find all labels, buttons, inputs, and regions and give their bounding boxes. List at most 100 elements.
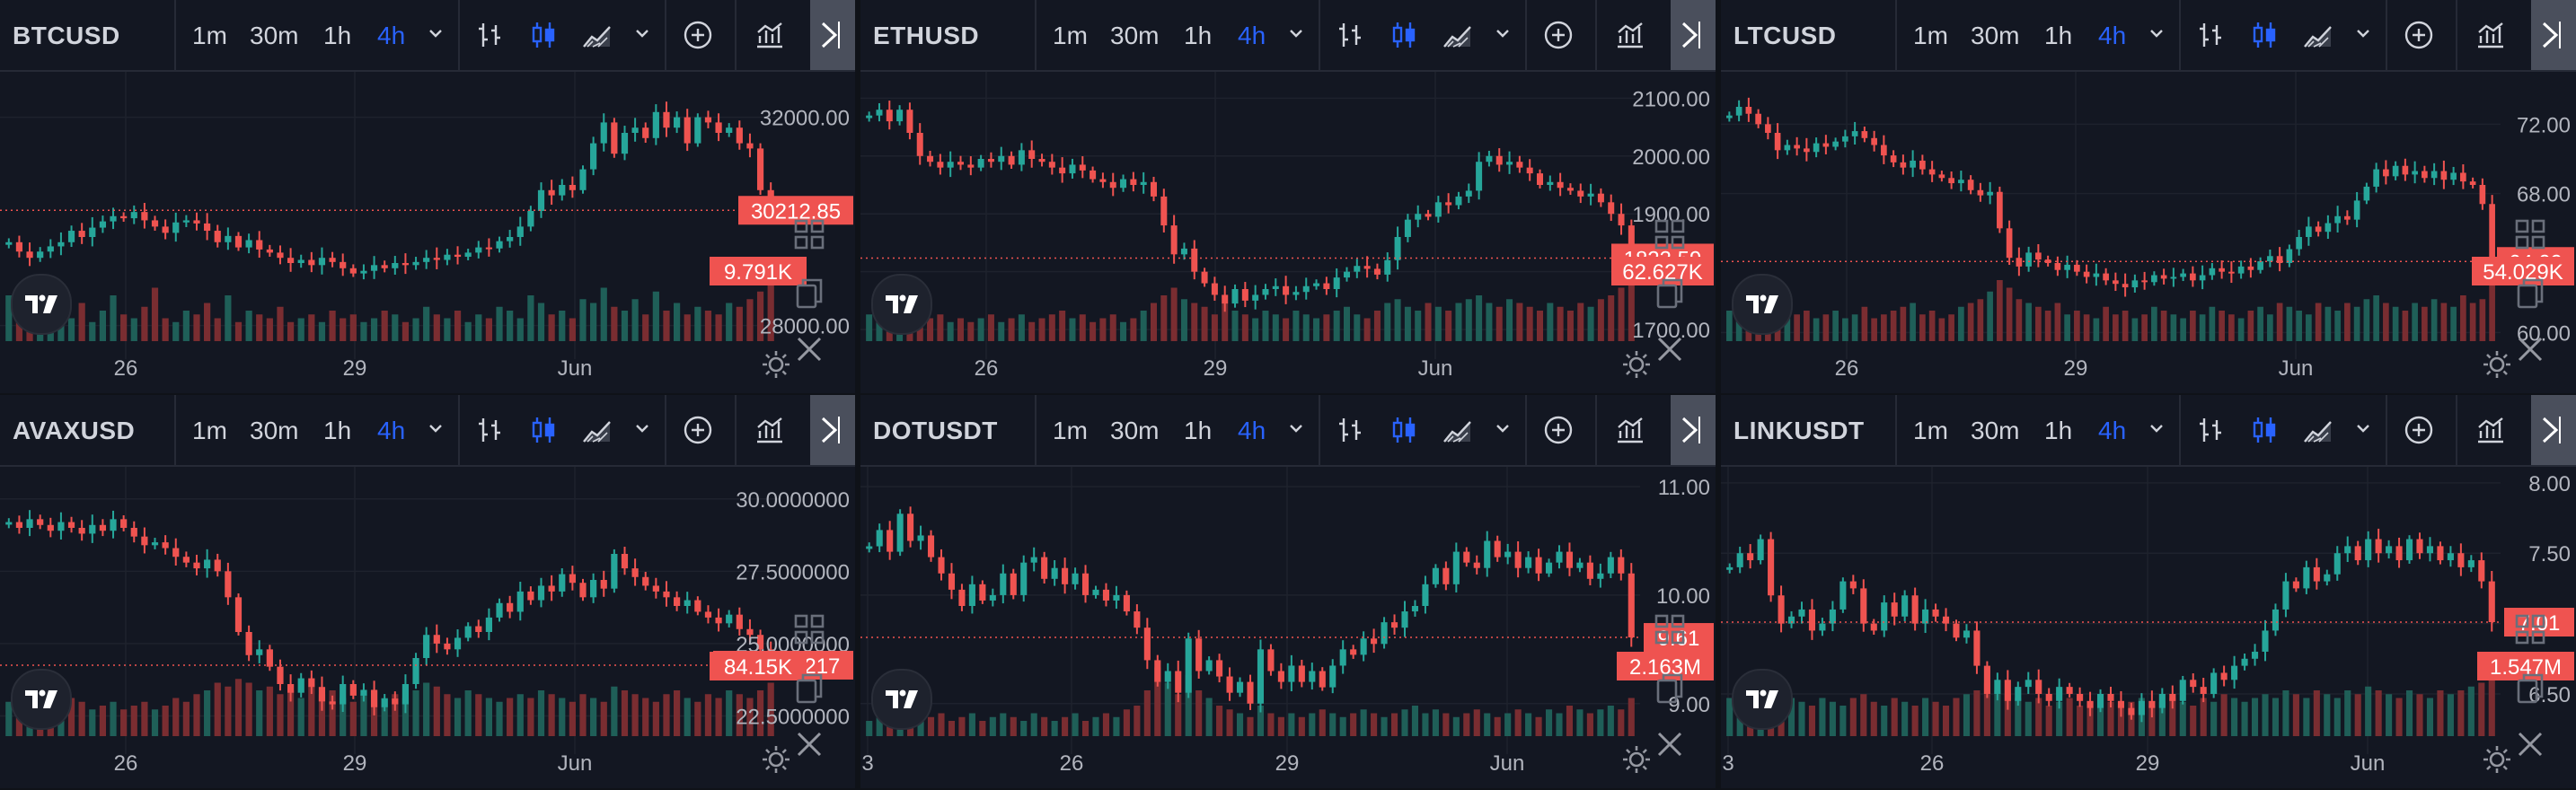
timeframe-1h[interactable]: 1h [2044,417,2073,444]
settings-gear-icon[interactable] [760,743,792,776]
timeframe-4h[interactable]: 4h [1238,417,1266,444]
timeframe-chevron-down-icon[interactable] [428,27,444,40]
bar-style-icon[interactable] [2195,20,2226,50]
fullscreen-button[interactable] [810,395,855,465]
timeframe-chevron-down-icon[interactable] [2148,422,2165,434]
timeframe-chevron-down-icon[interactable] [428,422,444,434]
fullscreen-button[interactable] [810,0,855,70]
tradingview-logo[interactable] [11,274,72,335]
timeframe-1h[interactable]: 1h [323,22,352,49]
candle-style-icon[interactable] [1389,415,1419,445]
indicators-icon[interactable] [1615,415,1645,445]
tradingview-logo[interactable] [1732,274,1793,335]
close-icon[interactable] [790,725,828,763]
area-style-icon[interactable] [2303,20,2333,50]
chart-style-chevron-down-icon[interactable] [1495,27,1511,40]
settings-gear-icon[interactable] [1620,348,1653,381]
grid-layout-icon[interactable] [1651,610,1689,648]
symbol-label[interactable]: DOTUSDT [873,417,998,444]
area-style-icon[interactable] [1442,415,1473,445]
timeframe-1m[interactable]: 1m [1913,22,1948,49]
fullscreen-button[interactable] [1671,0,1716,70]
bar-style-icon[interactable] [2195,415,2226,445]
settings-gear-icon[interactable] [2481,743,2513,776]
timeframe-chevron-down-icon[interactable] [1288,27,1304,40]
timeframe-chevron-down-icon[interactable] [2148,27,2165,40]
grid-layout-icon[interactable] [2511,215,2549,253]
settings-gear-icon[interactable] [760,348,792,381]
grid-layout-icon[interactable] [790,215,828,253]
timeframe-1m[interactable]: 1m [192,417,227,444]
grid-layout-icon[interactable] [790,610,828,648]
tradingview-logo[interactable] [871,274,932,335]
timeframe-1m[interactable]: 1m [1913,417,1948,444]
area-style-icon[interactable] [582,20,613,50]
indicators-icon[interactable] [2475,20,2506,50]
symbol-label[interactable]: LTCUSD [1734,22,1837,49]
candle-style-icon[interactable] [528,415,559,445]
indicators-icon[interactable] [2475,415,2506,445]
symbol-label[interactable]: AVAXUSD [13,417,136,444]
candle-style-icon[interactable] [528,20,559,50]
tradingview-logo[interactable] [11,669,72,730]
indicators-icon[interactable] [754,415,785,445]
timeframe-4h[interactable]: 4h [377,417,406,444]
copy-icon[interactable] [1651,275,1689,312]
tradingview-logo[interactable] [1732,669,1793,730]
add-indicator-icon[interactable] [683,415,713,445]
area-style-icon[interactable] [582,415,613,445]
close-icon[interactable] [1651,725,1689,763]
candle-style-icon[interactable] [1389,20,1419,50]
add-indicator-icon[interactable] [2404,415,2434,445]
chart-style-chevron-down-icon[interactable] [2355,27,2371,40]
add-indicator-icon[interactable] [1543,20,1574,50]
timeframe-30m[interactable]: 30m [1971,417,2020,444]
timeframe-30m[interactable]: 30m [250,417,299,444]
candle-style-icon[interactable] [2249,415,2280,445]
bar-style-icon[interactable] [474,415,505,445]
candle-style-icon[interactable] [2249,20,2280,50]
timeframe-30m[interactable]: 30m [1971,22,2020,49]
settings-gear-icon[interactable] [1620,743,1653,776]
copy-icon[interactable] [790,670,828,707]
settings-gear-icon[interactable] [2481,348,2513,381]
timeframe-30m[interactable]: 30m [1110,417,1160,444]
area-style-icon[interactable] [2303,415,2333,445]
add-indicator-icon[interactable] [683,20,713,50]
bar-style-icon[interactable] [1335,415,1365,445]
close-icon[interactable] [790,330,828,368]
area-style-icon[interactable] [1442,20,1473,50]
close-icon[interactable] [2511,725,2549,763]
timeframe-4h[interactable]: 4h [2098,22,2127,49]
timeframe-30m[interactable]: 30m [250,22,299,49]
bar-style-icon[interactable] [474,20,505,50]
timeframe-1h[interactable]: 1h [323,417,352,444]
timeframe-4h[interactable]: 4h [2098,417,2127,444]
timeframe-4h[interactable]: 4h [1238,22,1266,49]
chart-style-chevron-down-icon[interactable] [1495,422,1511,434]
copy-icon[interactable] [2511,275,2549,312]
grid-layout-icon[interactable] [1651,215,1689,253]
tradingview-logo[interactable] [871,669,932,730]
close-icon[interactable] [1651,330,1689,368]
timeframe-4h[interactable]: 4h [377,22,406,49]
candlestick-chart[interactable]: 2100.002000.001900.001800.001700.002629J… [860,72,1716,393]
candlestick-chart[interactable]: 30.000000027.500000025.000000022.5000000… [0,467,855,788]
grid-layout-icon[interactable] [2511,610,2549,648]
timeframe-30m[interactable]: 30m [1110,22,1160,49]
add-indicator-icon[interactable] [2404,20,2434,50]
bar-style-icon[interactable] [1335,20,1365,50]
timeframe-1h[interactable]: 1h [1184,22,1213,49]
timeframe-1m[interactable]: 1m [192,22,227,49]
indicators-icon[interactable] [754,20,785,50]
chart-style-chevron-down-icon[interactable] [2355,422,2371,434]
fullscreen-button[interactable] [1671,395,1716,465]
copy-icon[interactable] [1651,670,1689,707]
copy-icon[interactable] [790,275,828,312]
close-icon[interactable] [2511,330,2549,368]
symbol-label[interactable]: ETHUSD [873,22,980,49]
